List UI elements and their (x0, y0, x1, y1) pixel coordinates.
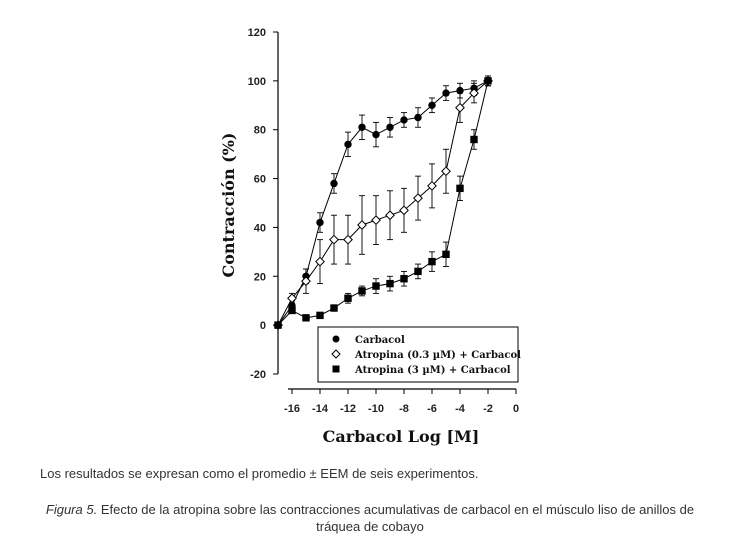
data-point (386, 279, 394, 288)
x-tick-label: 0 (513, 403, 519, 415)
data-point (287, 293, 297, 304)
x-tick-label: -4 (455, 403, 466, 415)
data-point (372, 130, 380, 139)
data-point (316, 218, 324, 227)
series-group (274, 75, 492, 329)
data-point (455, 102, 465, 113)
data-point (343, 234, 353, 245)
y-tick-label: 60 (254, 174, 266, 186)
data-point (371, 215, 381, 226)
series-group (273, 75, 493, 331)
series-line (277, 80, 489, 326)
data-point (399, 205, 409, 216)
caption-label: Figura 5. (45, 502, 98, 517)
results-note: Los resultados se expresan como el prome… (40, 466, 479, 481)
series-group (274, 75, 492, 329)
data-point (400, 116, 408, 124)
y-tick-label: 120 (248, 27, 266, 39)
data-point (316, 311, 324, 320)
data-point (442, 89, 450, 97)
legend-label: Atropina (3 µM) + Carbacol (354, 365, 511, 376)
data-point (330, 304, 338, 312)
chart-figure: -20 0 20 40 60 80 100 120 -16 -14 -12 -10 -8 -6 -4 -2 0 … (219, 27, 521, 446)
data-point (344, 140, 352, 149)
x-tick-label: -10 (368, 403, 384, 415)
chart-plot-area (273, 75, 493, 331)
data-point (315, 256, 325, 267)
chart-legend: Carbacol Atropina (0.3 µM) + Carbacol Atro… (317, 326, 521, 383)
y-tick-label: 40 (254, 222, 266, 234)
data-point (357, 220, 367, 230)
data-point (386, 123, 394, 131)
y-tick-label: 100 (248, 76, 266, 88)
data-point (428, 101, 436, 109)
data-point (331, 349, 341, 359)
y-axis-label: Contracción (%) (219, 132, 238, 277)
caption-text: Efecto de la atropina sobre las contracc… (97, 502, 695, 534)
data-point (469, 88, 479, 98)
figure-caption: Figura 5. Efecto de la atropina sobre la… (30, 501, 710, 535)
data-point (470, 135, 478, 144)
legend-label: Atropina (0.3 µM) + Carbacol (354, 350, 521, 361)
data-point (414, 267, 422, 276)
data-point (400, 275, 408, 283)
data-point (385, 210, 395, 221)
x-tick-label: -16 (284, 403, 300, 415)
y-tick-label: 20 (254, 271, 266, 283)
data-point (372, 282, 380, 290)
data-point (330, 179, 338, 188)
x-tick-label: -14 (312, 403, 329, 415)
y-tick-label: -20 (250, 369, 266, 381)
data-point (274, 321, 282, 329)
data-point (358, 287, 366, 295)
legend-box (317, 326, 519, 383)
data-point (456, 184, 464, 193)
x-tick-label: -6 (427, 403, 437, 415)
y-tick-label: 80 (254, 125, 266, 137)
x-tick-label: -8 (399, 403, 409, 415)
data-point (288, 306, 296, 315)
data-point (414, 113, 422, 122)
x-axis-label: Carbacol Log [M] (323, 427, 480, 446)
series-line (277, 80, 489, 326)
data-point (442, 250, 450, 259)
legend-label: Carbacol (355, 335, 405, 346)
data-point (484, 77, 492, 85)
data-point (332, 335, 340, 343)
data-point (358, 123, 366, 131)
series-line (277, 80, 489, 326)
y-tick-label: 0 (260, 320, 266, 332)
x-tick-label: -12 (340, 403, 356, 415)
data-point (301, 276, 311, 287)
data-point (344, 294, 352, 302)
x-tick-label: -2 (483, 403, 493, 415)
data-point (329, 234, 339, 245)
data-point (332, 365, 340, 373)
data-point (428, 257, 436, 266)
data-point (413, 193, 423, 204)
data-point (441, 166, 451, 177)
data-point (427, 180, 437, 191)
data-point (302, 314, 310, 322)
